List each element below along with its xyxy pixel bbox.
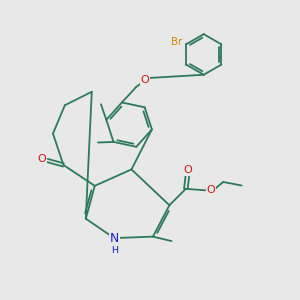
Text: O: O: [183, 165, 192, 175]
Text: O: O: [38, 154, 46, 164]
Text: H: H: [111, 245, 118, 254]
Text: O: O: [206, 185, 215, 195]
Text: N: N: [110, 232, 119, 244]
Text: Br: Br: [171, 37, 182, 47]
Text: O: O: [141, 75, 150, 85]
